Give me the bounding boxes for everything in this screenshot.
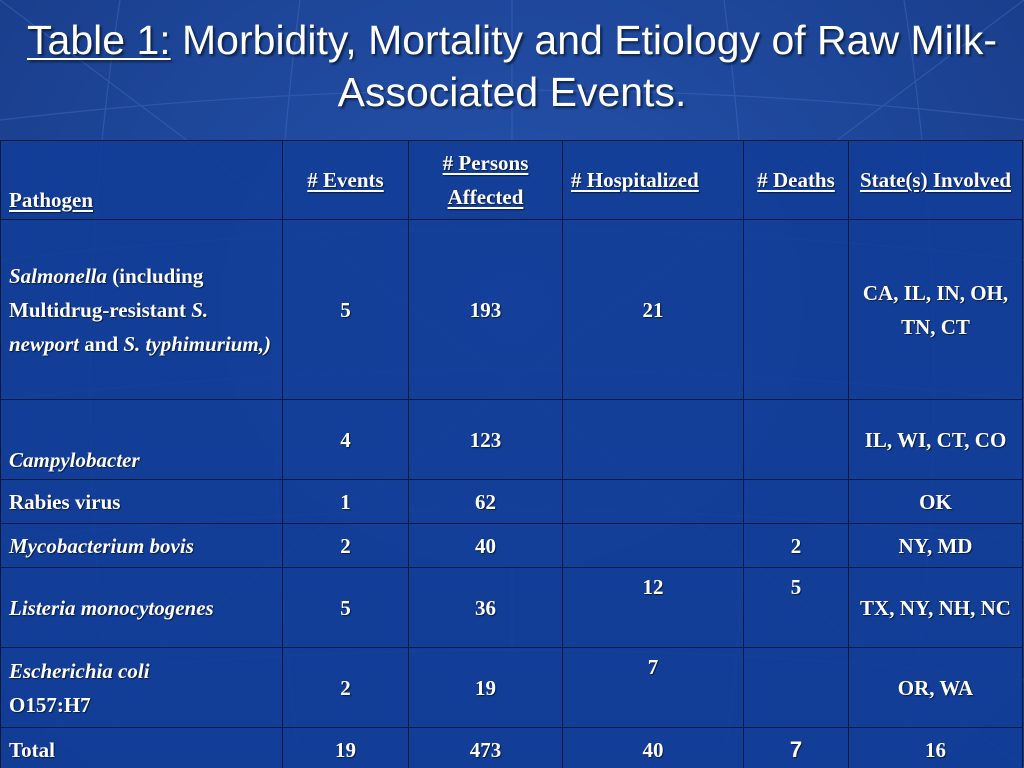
table-row: Listeria monocytogenes 5 36 12 5 TX, NY,…: [0, 567, 1023, 648]
cell-hospitalized: 40: [562, 727, 744, 768]
cell-persons: 19: [408, 647, 563, 728]
header-deaths: # Deaths: [743, 140, 849, 220]
table-row: Escherichia coli O157:H7 2 19 7 OR, WA: [0, 647, 1023, 728]
table-total-row: Total 19 473 40 7 16: [0, 727, 1023, 768]
cell-persons: 40: [408, 523, 563, 568]
pathogen-strain: S. newport: [9, 297, 209, 356]
raw-milk-events-table: Pathogen # Events # Persons Affected # H…: [0, 140, 1023, 768]
cell-events: 5: [282, 567, 409, 648]
cell-deaths: [743, 399, 849, 480]
cell-pathogen: Mycobacterium bovis: [0, 523, 283, 568]
cell-hospitalized: [562, 399, 744, 480]
header-pathogen: Pathogen: [0, 140, 283, 220]
table-header-row: Pathogen # Events # Persons Affected # H…: [0, 140, 1023, 220]
table-row: Mycobacterium bovis 2 40 2 NY, MD: [0, 523, 1023, 568]
cell-states: CA, IL, IN, OH, TN, CT: [848, 219, 1023, 400]
pathogen-strain: S. typhimurium,): [123, 331, 272, 356]
cell-deaths: [743, 647, 849, 728]
cell-hospitalized: [562, 479, 744, 524]
cell-events: 1: [282, 479, 409, 524]
pathogen-note: (including Multidrug-resistant: [9, 263, 204, 322]
cell-states: OK: [848, 479, 1023, 524]
cell-hospitalized: 7: [562, 647, 744, 728]
cell-pathogen: Campylobacter: [0, 399, 283, 480]
table-row: Salmonella (including Multidrug-resistan…: [0, 219, 1023, 400]
cell-pathogen: Rabies virus: [0, 479, 283, 524]
header-states: State(s) Involved: [848, 140, 1023, 220]
cell-events: 2: [282, 647, 409, 728]
cell-deaths: 7: [743, 727, 849, 768]
cell-states: IL, WI, CT, CO: [848, 399, 1023, 480]
header-events: # Events: [282, 140, 409, 220]
table-row: Campylobacter 4 123 IL, WI, CT, CO: [0, 399, 1023, 480]
table-row: Rabies virus 1 62 OK: [0, 479, 1023, 524]
cell-states: TX, NY, NH, NC: [848, 567, 1023, 648]
cell-events: 5: [282, 219, 409, 400]
cell-hospitalized: 21: [562, 219, 744, 400]
cell-states: NY, MD: [848, 523, 1023, 568]
cell-states: 16: [848, 727, 1023, 768]
cell-persons: 62: [408, 479, 563, 524]
pathogen-name: Salmonella: [9, 263, 108, 288]
cell-pathogen: Escherichia coli O157:H7: [0, 647, 283, 728]
total-deaths-value: 7: [789, 736, 803, 762]
title-prefix: Table 1:: [27, 17, 171, 63]
slide-title: Table 1: Morbidity, Mortality and Etiolo…: [20, 14, 1004, 118]
cell-deaths: 5: [743, 567, 849, 648]
header-hospitalized: # Hospitalized: [562, 140, 744, 220]
pathogen-conjunction: and: [79, 331, 124, 356]
cell-events: 19: [282, 727, 409, 768]
cell-deaths: [743, 219, 849, 400]
cell-pathogen: Listeria monocytogenes: [0, 567, 283, 648]
pathogen-serotype: O157:H7: [9, 692, 91, 717]
cell-events: 2: [282, 523, 409, 568]
cell-persons: 123: [408, 399, 563, 480]
cell-deaths: [743, 479, 849, 524]
cell-pathogen: Salmonella (including Multidrug-resistan…: [0, 219, 283, 400]
title-text: Morbidity, Mortality and Etiology of Raw…: [170, 17, 997, 115]
cell-pathogen: Total: [0, 727, 283, 768]
cell-persons: 36: [408, 567, 563, 648]
cell-hospitalized: 12: [562, 567, 744, 648]
cell-persons: 193: [408, 219, 563, 400]
cell-persons: 473: [408, 727, 563, 768]
cell-states: OR, WA: [848, 647, 1023, 728]
cell-deaths: 2: [743, 523, 849, 568]
header-persons-affected: # Persons Affected: [408, 140, 563, 220]
cell-events: 4: [282, 399, 409, 480]
cell-hospitalized: [562, 523, 744, 568]
pathogen-name: Escherichia coli: [9, 658, 150, 683]
